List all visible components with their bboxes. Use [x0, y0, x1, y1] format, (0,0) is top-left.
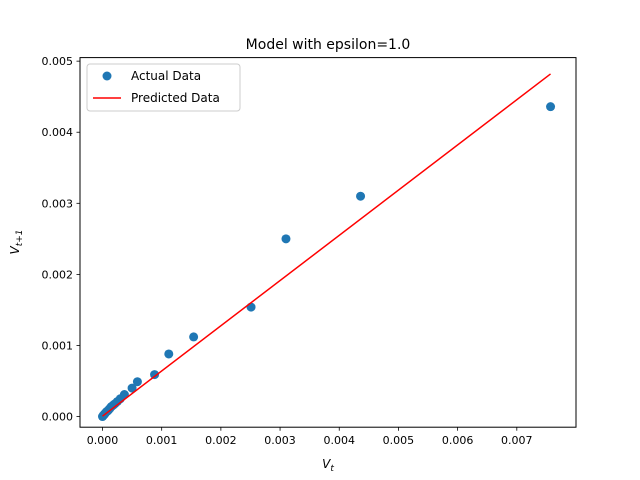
actual-data-point	[356, 191, 366, 201]
y-tick-label: 0.000	[42, 411, 74, 424]
legend: Actual Data Predicted Data	[86, 63, 241, 112]
actual-data-point	[150, 370, 160, 380]
x-tick-label: 0.000	[87, 434, 119, 447]
y-tick-label: 0.002	[42, 268, 74, 281]
predicted-data-line	[102, 73, 552, 417]
x-axis-label-base: V	[322, 457, 331, 471]
x-tick-label: 0.004	[323, 434, 355, 447]
x-tick-label: 0.003	[264, 434, 296, 447]
legend-marker-actual	[102, 71, 112, 81]
actual-data-point	[164, 349, 174, 359]
y-axis-label-base: V	[8, 246, 22, 255]
legend-label-predicted: Predicted Data	[131, 91, 220, 105]
actual-data-point	[281, 234, 291, 244]
y-tick-label: 0.001	[42, 339, 74, 352]
actual-data-point	[127, 383, 137, 393]
plot-area	[97, 73, 556, 422]
plot-frame	[79, 57, 577, 428]
x-axis: 0.000 0.001 0.002 0.003 0.004 0.005 0.006 0.007	[87, 427, 533, 447]
x-tick-label: 0.005	[383, 434, 415, 447]
actual-data-point	[119, 390, 129, 400]
actual-data-point	[546, 102, 556, 112]
x-axis-label: Vt	[322, 457, 334, 474]
actual-data-point	[246, 302, 256, 312]
y-axis: 0.000 0.001 0.002 0.003 0.004 0.005	[42, 55, 80, 424]
y-tick-label: 0.005	[42, 55, 74, 68]
y-tick-label: 0.004	[42, 126, 74, 139]
y-axis-label-sub: t+1	[15, 229, 25, 246]
x-tick-label: 0.006	[442, 434, 474, 447]
actual-data-point	[132, 377, 142, 387]
x-tick-label: 0.002	[205, 434, 237, 447]
y-tick-label: 0.003	[42, 197, 74, 210]
legend-label-actual: Actual Data	[131, 69, 201, 83]
x-tick-label: 0.001	[146, 434, 178, 447]
actual-data-point	[189, 332, 199, 342]
y-axis-label: Vt+1	[8, 229, 25, 254]
chart-title: Model with epsilon=1.0	[246, 37, 411, 53]
legend-box	[86, 63, 241, 112]
x-tick-label: 0.007	[501, 434, 533, 447]
x-axis-label-sub: t	[330, 464, 334, 474]
